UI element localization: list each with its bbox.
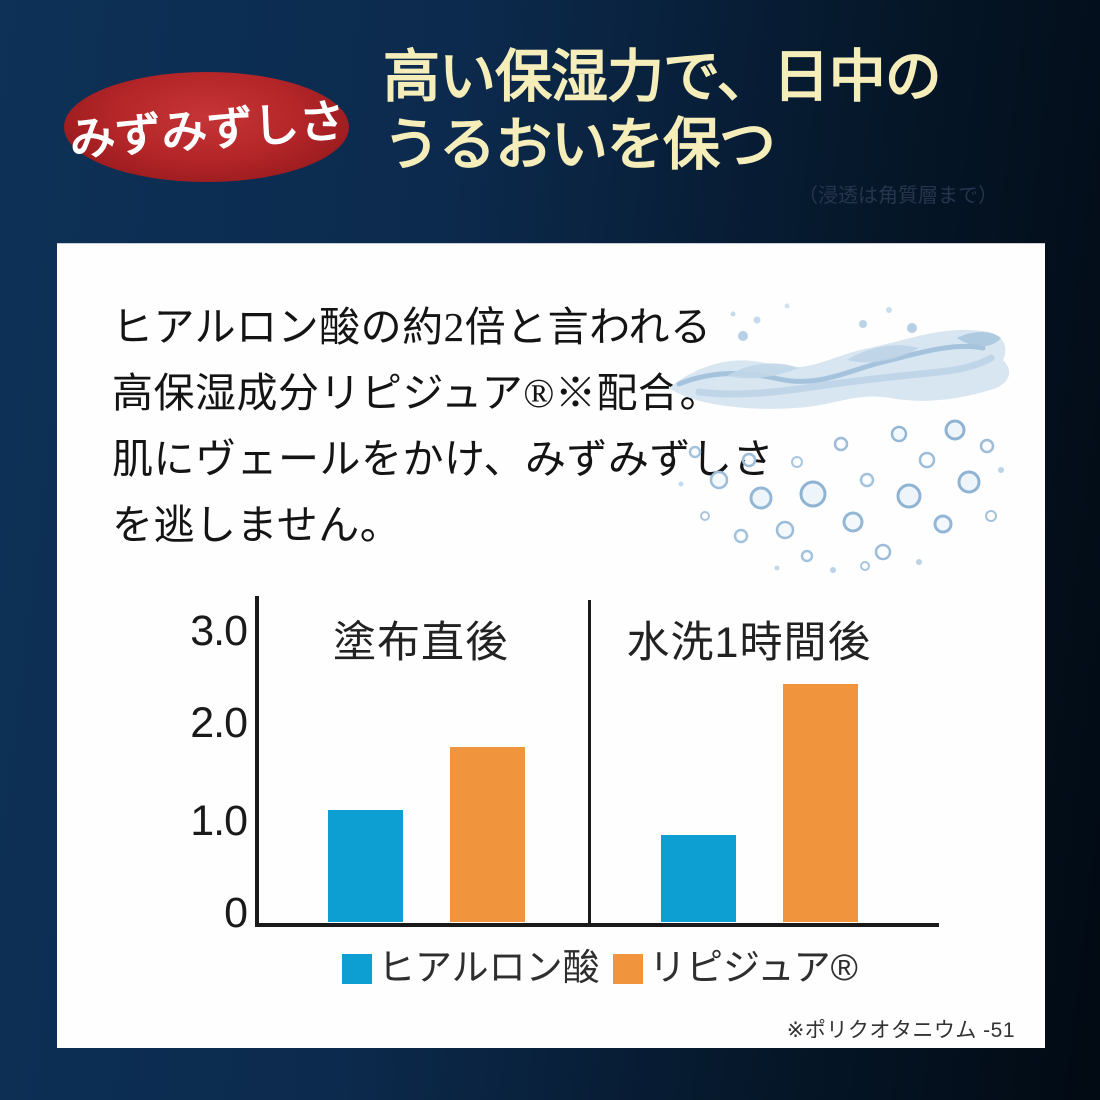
paragraph-line: 高保湿成分リピジュア®※配合。 xyxy=(112,370,721,416)
freshness-badge-label: みずみずしさ xyxy=(67,95,347,166)
paragraph-line: ヒアルロン酸の約2倍と言われる xyxy=(112,304,712,350)
water-splash-image xyxy=(669,303,1010,573)
legend-label-lipidure: リピジュア® xyxy=(649,947,858,988)
chart-x-axis xyxy=(255,923,939,927)
chart-group-divider xyxy=(588,600,591,923)
moisture-bar-chart: 3.0 2.0 1.0 0 塗布直後 水洗1時間後 ヒアルロン酸 リピジュア® … xyxy=(57,244,1045,1048)
y-tick-label: 2.0 xyxy=(190,699,248,747)
legend-swatch-lipidure xyxy=(613,954,643,984)
paragraph-line: を逃しません。 xyxy=(112,502,402,548)
chart-y-axis xyxy=(255,596,259,927)
y-tick-label: 0 xyxy=(224,889,248,937)
penetration-note: （浸透は角質層まで） xyxy=(798,185,998,207)
description-paragraph: ヒアルロン酸の約2倍と言われる 高保湿成分リピジュア®※配合。 肌にヴェールをか… xyxy=(112,294,774,558)
freshness-badge: みずみずしさ xyxy=(64,72,349,182)
y-tick-label: 3.0 xyxy=(190,607,248,655)
bar-hyaluronic-acid-after-washing xyxy=(661,835,736,922)
y-tick-label: 1.0 xyxy=(190,797,248,845)
legend-swatch-hyaluronic-acid xyxy=(342,954,372,984)
bar-lipidure-after-washing xyxy=(783,684,858,922)
page-title-line2: うるおいを保つ xyxy=(383,114,776,177)
bar-lipidure-after-application xyxy=(450,747,525,922)
chart-group-label-after-application: 塗布直後 xyxy=(333,619,509,667)
page-title-line1: 高い保湿力で、日中の xyxy=(383,46,942,109)
chart-group-label-after-washing: 水洗1時間後 xyxy=(626,619,872,667)
content-card: ヒアルロン酸の約2倍と言われる 高保湿成分リピジュア®※配合。 肌にヴェールをか… xyxy=(57,243,1045,1048)
bar-hyaluronic-acid-after-application xyxy=(328,810,403,922)
paragraph-line: 肌にヴェールをかけ、みずみずしさ xyxy=(112,436,774,482)
legend-label-hyaluronic-acid: ヒアルロン酸 xyxy=(378,947,600,988)
page-title: 高い保湿力で、日中の うるおいを保つ xyxy=(383,44,942,180)
chart-footnote: ※ポリクオタニウム -51 xyxy=(786,1019,1015,1042)
